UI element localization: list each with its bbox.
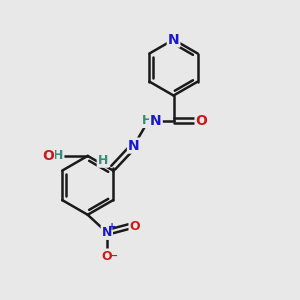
Text: N: N: [128, 139, 140, 153]
Text: H: H: [53, 149, 63, 162]
Text: O: O: [101, 250, 112, 262]
Text: H: H: [142, 114, 152, 127]
Text: +: +: [108, 222, 116, 232]
Text: N: N: [168, 33, 179, 46]
Text: N: N: [102, 226, 112, 239]
Text: O: O: [196, 114, 208, 128]
Text: −: −: [109, 251, 118, 261]
Text: H: H: [98, 154, 108, 167]
Text: O: O: [42, 149, 54, 163]
Text: O: O: [130, 220, 140, 233]
Text: N: N: [150, 114, 162, 128]
